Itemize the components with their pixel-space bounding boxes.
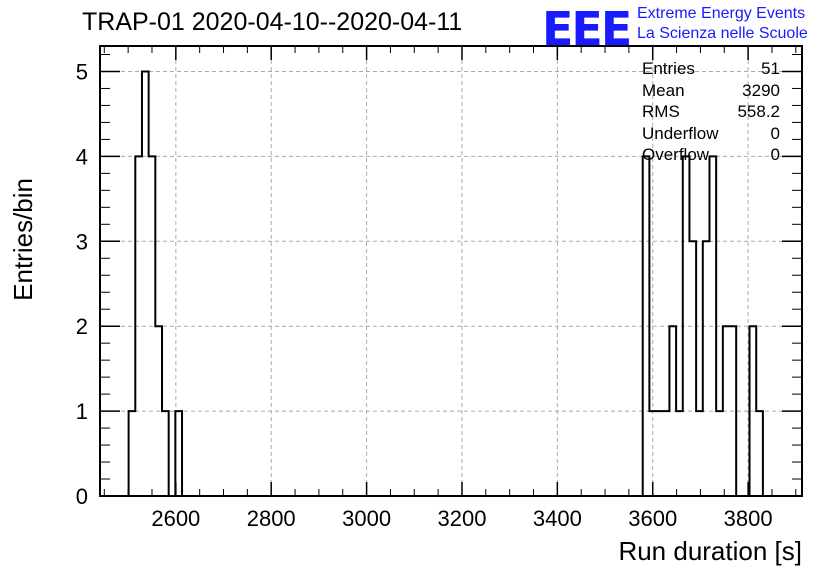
grid-lines <box>100 46 802 496</box>
x-tick-label: 3400 <box>533 506 582 531</box>
stats-label: RMS <box>642 102 680 121</box>
logo-line-1: Extreme Energy Events <box>637 5 806 22</box>
x-tick-label: 2800 <box>247 506 296 531</box>
stats-row-underflow: Underflow 0 <box>642 123 780 145</box>
stats-value: 0 <box>770 145 780 164</box>
y-tick-label: 0 <box>76 484 88 509</box>
stats-row-mean: Mean 3290 <box>642 80 780 102</box>
stats-box: Entries 51 Mean 3290 RMS 558.2 Underflow… <box>642 58 780 166</box>
y-tick-label: 5 <box>76 59 88 84</box>
x-tick-label: 3200 <box>437 506 486 531</box>
stats-row-entries: Entries 51 <box>642 58 780 80</box>
chart-title: TRAP-01 2020-04-10--2020-04-11 <box>82 8 463 36</box>
x-tick-label: 3000 <box>342 506 391 531</box>
y-tick-label: 2 <box>76 314 88 339</box>
x-tick-label: 3600 <box>628 506 677 531</box>
logo-text: Extreme Energy Events La Scienza nelle S… <box>637 4 808 44</box>
x-axis-label: Run duration [s] <box>618 536 802 566</box>
stats-label: Underflow <box>642 123 719 143</box>
stats-value: 558.2 <box>737 102 780 121</box>
y-tick-label: 1 <box>76 399 88 424</box>
y-tick-label: 3 <box>76 229 88 254</box>
stats-row-overflow: Overflow 0 <box>642 144 780 166</box>
stats-label: Mean <box>642 80 685 100</box>
tick-labels: 2600 2800 3000 3200 3400 3600 3800 0 1 2 3 4 5 <box>76 59 773 531</box>
plot-frame <box>99 45 803 497</box>
x-tick-label: 2600 <box>151 506 200 531</box>
stats-value: 0 <box>770 123 780 143</box>
axis-ticks <box>100 46 802 497</box>
y-axis-label: Entries/bin <box>8 178 38 301</box>
stats-row-rms: RMS 558.2 <box>642 101 780 123</box>
x-tick-label: 3800 <box>724 506 773 531</box>
y-tick-label: 4 <box>76 144 88 169</box>
eee-logo: EEE <box>542 2 632 56</box>
stats-label: Entries <box>642 59 695 78</box>
stats-value: 3290 <box>742 80 780 100</box>
logo-line-2: La Scienza nelle Scuole <box>637 25 808 42</box>
stats-label: Overflow <box>642 145 710 164</box>
stats-value: 51 <box>761 59 780 78</box>
